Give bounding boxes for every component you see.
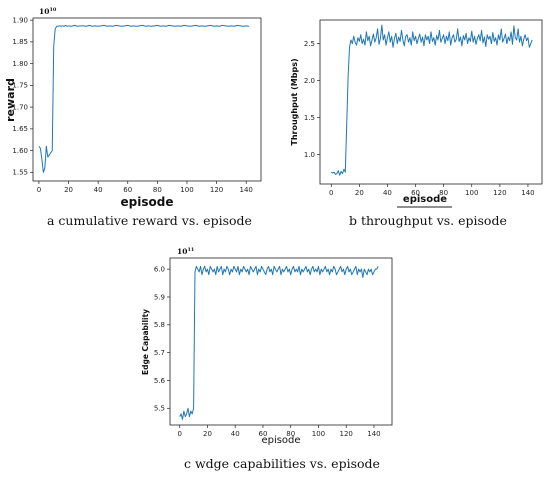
xtick-label-b: 80 — [439, 189, 448, 197]
caption-c: c wdge capabilities vs. episode — [184, 456, 380, 471]
ylabel-b: Throughput (Mbps) — [290, 58, 299, 145]
ytick-label-a: 1.60 — [12, 147, 28, 155]
scale-note-a: 1010 — [39, 7, 57, 16]
ytick-label-c: 5.7 — [154, 349, 165, 357]
series-line-b — [331, 24, 533, 176]
chart-svg-c: 1011 5.5 5.6 5.7 5.8 5.9 6.0 0 20 40 60 80 100 120 14… — [141, 247, 393, 446]
xtick-label-c: 80 — [286, 430, 295, 438]
plot-area-b — [319, 19, 543, 185]
series-line-c — [179, 265, 379, 420]
ylabel-a: reward — [4, 78, 17, 122]
ytick-label-a: 1.75 — [12, 82, 28, 90]
series-line-a — [38, 24, 250, 173]
ytick-label-a: 1.65 — [12, 125, 28, 133]
xtick-label-c: 20 — [203, 430, 212, 438]
ytick-label-a: 1.80 — [12, 60, 28, 68]
ytick-label-c: 5.9 — [154, 293, 165, 301]
ytick-label-c: 5.6 — [154, 377, 166, 385]
chart-svg-a: 1010 1.55 1.60 1.65 1.70 1.75 1.80 1.85 1.90 0 20… — [4, 7, 262, 209]
figure-panel-b: 1.0 1.5 2.0 2.5 0 20 40 60 80 100 120 140 episode T… — [280, 0, 550, 210]
xtick-label-a: 80 — [153, 186, 162, 194]
xtick-label-a: 40 — [94, 186, 103, 194]
ytick-label-b: 1.5 — [304, 114, 315, 122]
xtick-label-a: 60 — [123, 186, 132, 194]
caption-b: b throughput vs. episode — [349, 213, 507, 228]
xtick-label-a: 140 — [240, 186, 253, 194]
scale-note-c: 1011 — [177, 247, 194, 256]
ytick-label-c: 5.8 — [154, 321, 165, 329]
caption-a: a cumulative reward vs. episode — [47, 213, 252, 228]
xtick-label-c: 100 — [312, 430, 325, 438]
xlabel-b: episode — [403, 194, 447, 205]
figure-panel-a: 1010 1.55 1.60 1.65 1.70 1.75 1.80 1.85 1.90 0 20… — [0, 0, 270, 210]
chart-svg-b: 1.0 1.5 2.0 2.5 0 20 40 60 80 100 120 140 episode T… — [290, 19, 543, 208]
ytick-label-a: 1.70 — [12, 103, 28, 111]
xlabel-c: episode — [261, 435, 300, 446]
ytick-label-b: 2.0 — [304, 77, 315, 85]
xtick-label-c: 0 — [177, 430, 181, 438]
xtick-label-c: 120 — [340, 430, 353, 438]
xtick-label-a: 0 — [37, 186, 41, 194]
xtick-label-b: 20 — [355, 189, 364, 197]
xtick-label-c: 60 — [259, 430, 268, 438]
ylabel-c: Edge Capability — [141, 309, 150, 375]
xtick-label-b: 120 — [493, 189, 506, 197]
xtick-label-c: 140 — [367, 430, 380, 438]
ytick-label-a: 1.90 — [12, 16, 28, 24]
ytick-label-a: 1.85 — [12, 38, 28, 46]
xtick-label-b: 60 — [411, 189, 420, 197]
ytick-label-c: 5.5 — [154, 405, 165, 413]
xtick-label-b: 0 — [329, 189, 333, 197]
ytick-label-a: 1.55 — [12, 169, 28, 177]
xtick-label-a: 120 — [210, 186, 223, 194]
xtick-label-a: 20 — [64, 186, 73, 194]
figure-panel-c: 1011 5.5 5.6 5.7 5.8 5.9 6.0 0 20 40 60 80 100 120 14… — [140, 240, 410, 452]
xtick-label-b: 100 — [465, 189, 478, 197]
plot-area-c — [169, 257, 393, 426]
ytick-label-c: 6.0 — [154, 265, 165, 273]
xtick-label-b: 140 — [521, 189, 534, 197]
xtick-label-b: 40 — [383, 189, 392, 197]
ytick-label-b: 1.0 — [304, 151, 315, 159]
xtick-label-a: 100 — [180, 186, 193, 194]
xlabel-a: episode — [121, 195, 174, 209]
plot-area-a — [32, 17, 262, 182]
xtick-label-c: 40 — [231, 430, 240, 438]
ytick-label-b: 2.5 — [304, 40, 315, 48]
